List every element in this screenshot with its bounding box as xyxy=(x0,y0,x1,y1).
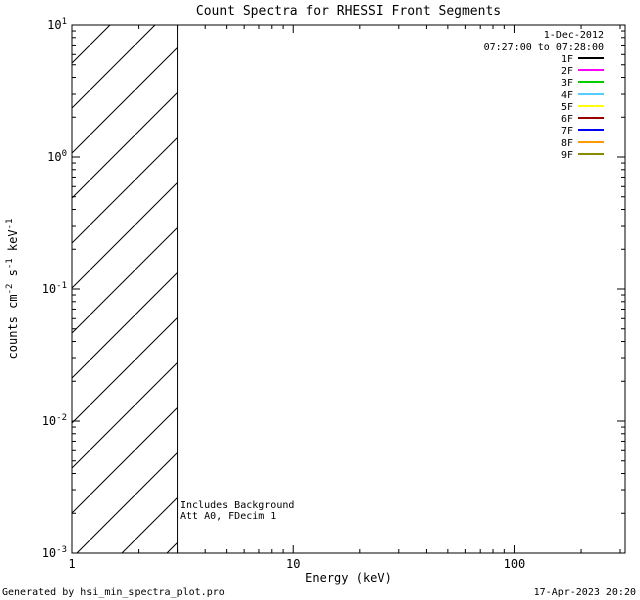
legend-entry-label: 9F xyxy=(560,150,573,161)
legend-entry-label: 8F xyxy=(560,138,573,149)
x-tick-label: 10 xyxy=(286,557,300,571)
y-tick-label: 10-3 xyxy=(42,545,67,560)
legend-color-line xyxy=(578,57,604,59)
legend-entry-label: 1F xyxy=(560,54,573,65)
render-timestamp: 17-Apr-2023 20:20 xyxy=(533,587,636,598)
legend-color-line xyxy=(578,153,604,155)
legend-entry: 9F xyxy=(484,150,604,162)
legend-date: 1-Dec-2012 xyxy=(543,30,604,41)
legend-entry: 6F xyxy=(484,114,604,126)
plot-annotation-background: Includes Background xyxy=(180,500,295,511)
legend-entry-label: 3F xyxy=(560,78,573,89)
y-tick-label: 100 xyxy=(47,149,67,164)
legend-entry: 1F xyxy=(484,54,604,66)
legend-entries: 1F 2F 3F 4F 5F 6F 7F 8F 9F xyxy=(484,54,604,162)
y-axis-label: counts cm-2 s-1 keV-1 xyxy=(5,219,20,360)
legend-color-line xyxy=(578,105,604,107)
legend-entry-label: 6F xyxy=(560,114,573,125)
chart-title: Count Spectra for RHESSI Front Segments xyxy=(195,4,502,19)
legend-color-line xyxy=(578,129,604,131)
legend-entry-label: 5F xyxy=(560,102,573,113)
x-axis-label: Energy (keV) xyxy=(305,571,392,585)
legend-color-line xyxy=(578,69,604,71)
legend: 1-Dec-2012 07:27:00 to 07:28:00 1F 2F 3F 4F… xyxy=(484,30,604,162)
legend-entry: 8F xyxy=(484,138,604,150)
x-tick-label: 100 xyxy=(504,557,526,571)
y-tick-label: 10-2 xyxy=(42,413,67,428)
y-tick-label: 101 xyxy=(47,17,67,32)
legend-color-line xyxy=(578,117,604,119)
legend-entry: 5F xyxy=(484,102,604,114)
legend-entry: 3F xyxy=(484,78,604,90)
x-tick-label: 1 xyxy=(68,557,75,571)
background-hatch-region xyxy=(72,25,178,553)
legend-color-line xyxy=(578,81,604,83)
legend-entry-label: 2F xyxy=(560,66,573,77)
legend-entry-label: 4F xyxy=(560,90,573,101)
legend-color-line xyxy=(578,93,604,95)
legend-time-range: 07:27:00 to 07:28:00 xyxy=(483,42,604,53)
plot-annotation-attenuator: Att A0, FDecim 1 xyxy=(180,511,277,522)
legend-entry: 2F xyxy=(484,66,604,78)
legend-entry: 7F xyxy=(484,126,604,138)
legend-entry: 4F xyxy=(484,90,604,102)
legend-color-line xyxy=(578,141,604,143)
y-tick-label: 10-1 xyxy=(42,281,67,296)
legend-entry-label: 7F xyxy=(560,126,573,137)
generated-by-text: Generated by hsi_min_spectra_plot.pro xyxy=(2,587,225,598)
